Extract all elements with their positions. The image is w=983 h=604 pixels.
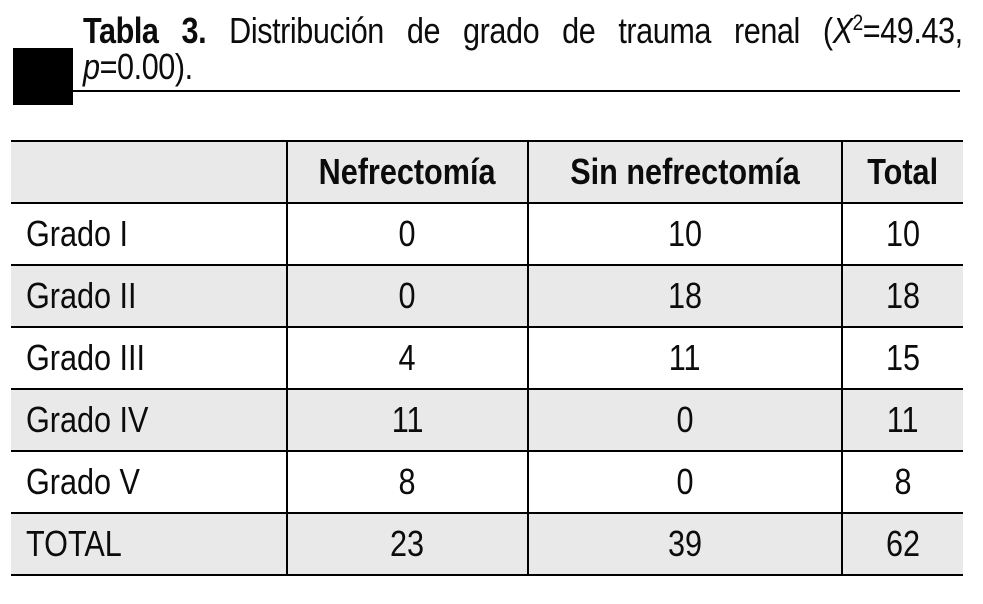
margin-black-block xyxy=(13,48,73,105)
cell-value: 10 xyxy=(841,203,963,266)
cell-value: 23 xyxy=(286,513,528,576)
cell-value: 10 xyxy=(527,203,842,266)
caption-chi-value: =49.43, xyxy=(862,10,963,51)
cell-value: 0 xyxy=(286,203,528,266)
row-label: Grado II xyxy=(11,265,287,328)
caption-chi-exponent: 2 xyxy=(852,10,864,35)
row-label: Grado III xyxy=(11,327,287,390)
cell-value: 39 xyxy=(527,513,842,576)
cell-value: 8 xyxy=(841,451,963,514)
row-label: TOTAL xyxy=(11,513,287,576)
cell-value: 8 xyxy=(286,451,528,514)
cell-value: 0 xyxy=(527,389,842,452)
cell-value: 18 xyxy=(841,265,963,328)
caption-p-value: =0.00). xyxy=(99,46,194,87)
row-label: Grado V xyxy=(11,451,287,514)
cell-value: 18 xyxy=(527,265,842,328)
header-sin-nefrectomia: Sin nefrectomía xyxy=(527,140,842,204)
trauma-grade-table: Nefrectomía Sin nefrectomía Total Grado … xyxy=(11,140,963,576)
table-row-grado-3: Grado III 4 11 15 xyxy=(11,327,963,390)
cell-value: 15 xyxy=(841,327,963,390)
cell-value: 11 xyxy=(841,389,963,452)
cell-value: 11 xyxy=(527,327,842,390)
header-total: Total xyxy=(841,140,963,204)
caption-p-symbol: p xyxy=(83,46,100,87)
caption-divider-rule xyxy=(73,90,960,92)
cell-value: 11 xyxy=(286,389,528,452)
cell-value: 62 xyxy=(841,513,963,576)
caption-line-2: p=0.00). xyxy=(83,49,963,85)
table-row-grado-1: Grado I 0 10 10 xyxy=(11,203,963,266)
table-row-grado-2: Grado II 0 18 18 xyxy=(11,265,963,328)
row-label: Grado IV xyxy=(11,389,287,452)
header-nefrectomia: Nefrectomía xyxy=(286,140,528,204)
header-empty-cell xyxy=(11,140,287,204)
table-row-total: TOTAL 23 39 62 xyxy=(11,513,963,576)
cell-value: 4 xyxy=(286,327,528,390)
table-caption: Tabla 3. Distribución de grado de trauma… xyxy=(83,10,963,85)
table-row-grado-4: Grado IV 11 0 11 xyxy=(11,389,963,452)
caption-text: Distribución de grado de trauma renal ( xyxy=(206,10,833,51)
header-row: Nefrectomía Sin nefrectomía Total xyxy=(11,140,963,204)
caption-table-number: Tabla 3. xyxy=(83,10,207,51)
cell-value: 0 xyxy=(286,265,528,328)
caption-line-1: Tabla 3. Distribución de grado de trauma… xyxy=(83,10,963,51)
cell-value: 0 xyxy=(527,451,842,514)
table-row-grado-5: Grado V 8 0 8 xyxy=(11,451,963,514)
caption-chi-symbol: X xyxy=(832,10,853,51)
row-label: Grado I xyxy=(11,203,287,266)
